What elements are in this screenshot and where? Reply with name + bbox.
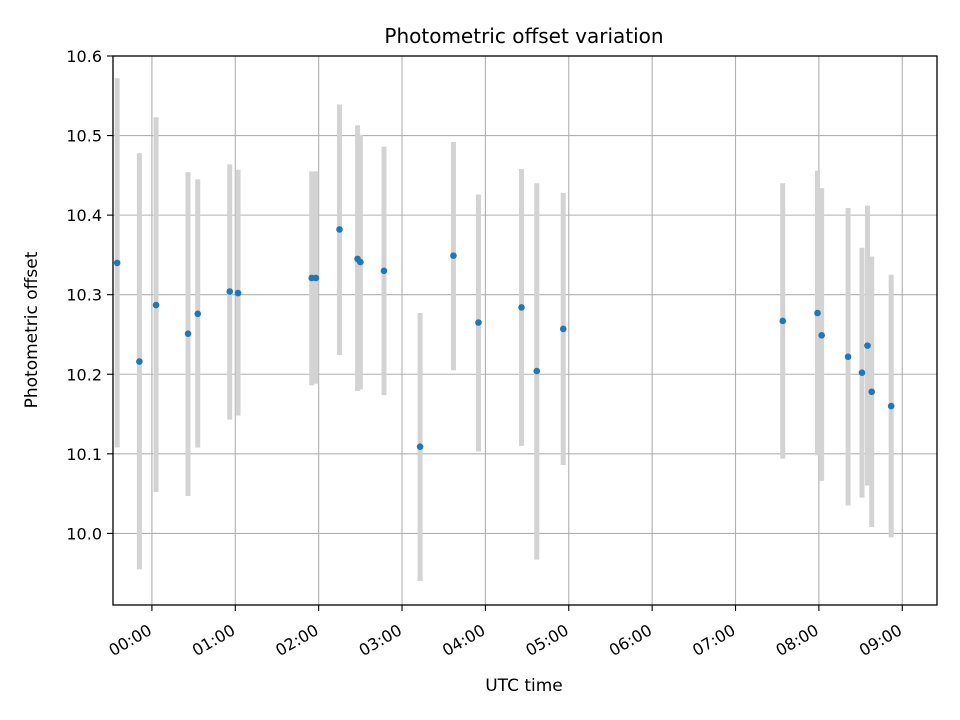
data-point <box>312 274 320 282</box>
y-tick-label: 10.6 <box>66 47 102 66</box>
x-tick-label: 01:00 <box>189 620 238 660</box>
data-point <box>380 267 388 275</box>
data-point <box>844 353 852 361</box>
data-point <box>416 443 424 450</box>
data-point <box>864 342 871 349</box>
data-point <box>779 317 787 325</box>
y-axis-label: Photometric offset <box>22 251 42 408</box>
data-point <box>234 289 242 297</box>
data-point <box>814 309 821 317</box>
marker-layer <box>113 226 895 450</box>
y-tick-label: 10.2 <box>66 365 102 384</box>
data-point <box>868 388 875 396</box>
y-tick-label: 10.1 <box>66 445 102 464</box>
data-point <box>194 310 202 318</box>
data-point <box>518 304 525 311</box>
x-tick-layer: 00:00 01:00 02:00 03:00 04:00 05:00 06:00 07:00… <box>105 605 905 660</box>
x-tick-label: 09:00 <box>856 620 905 660</box>
x-tick-label: 03:00 <box>356 620 405 660</box>
x-tick-label: 02:00 <box>272 620 321 660</box>
x-tick-label: 05:00 <box>522 620 571 660</box>
data-point <box>887 402 895 410</box>
x-tick-label: 07:00 <box>689 620 738 660</box>
plot-frame <box>112 55 938 606</box>
data-point <box>184 330 192 337</box>
chart-title: Photometric offset variation <box>384 24 663 48</box>
y-tick-label: 10.5 <box>66 127 102 146</box>
x-tick-label: 06:00 <box>606 620 655 660</box>
data-point <box>113 259 121 267</box>
y-tick-layer: 10.0 10.1 10.2 10.3 10.4 10.5 10.6 <box>66 47 113 543</box>
data-point <box>152 301 160 309</box>
data-point <box>858 369 866 376</box>
data-point <box>450 252 457 260</box>
data-point <box>818 331 825 339</box>
data-point <box>357 258 364 266</box>
data-point <box>226 288 234 295</box>
y-tick-label: 10.0 <box>66 524 102 543</box>
errorbar-layer <box>114 78 894 582</box>
data-point <box>475 319 482 326</box>
x-tick-label: 04:00 <box>439 620 488 660</box>
data-point <box>533 367 541 375</box>
y-tick-label: 10.3 <box>66 286 102 305</box>
data-point <box>336 226 343 233</box>
x-tick-label: 00:00 <box>105 620 154 660</box>
x-tick-label: 08:00 <box>772 620 821 660</box>
data-point <box>136 358 143 365</box>
y-tick-label: 10.4 <box>66 206 102 225</box>
x-axis-label: UTC time <box>485 676 563 696</box>
data-point <box>559 325 567 333</box>
